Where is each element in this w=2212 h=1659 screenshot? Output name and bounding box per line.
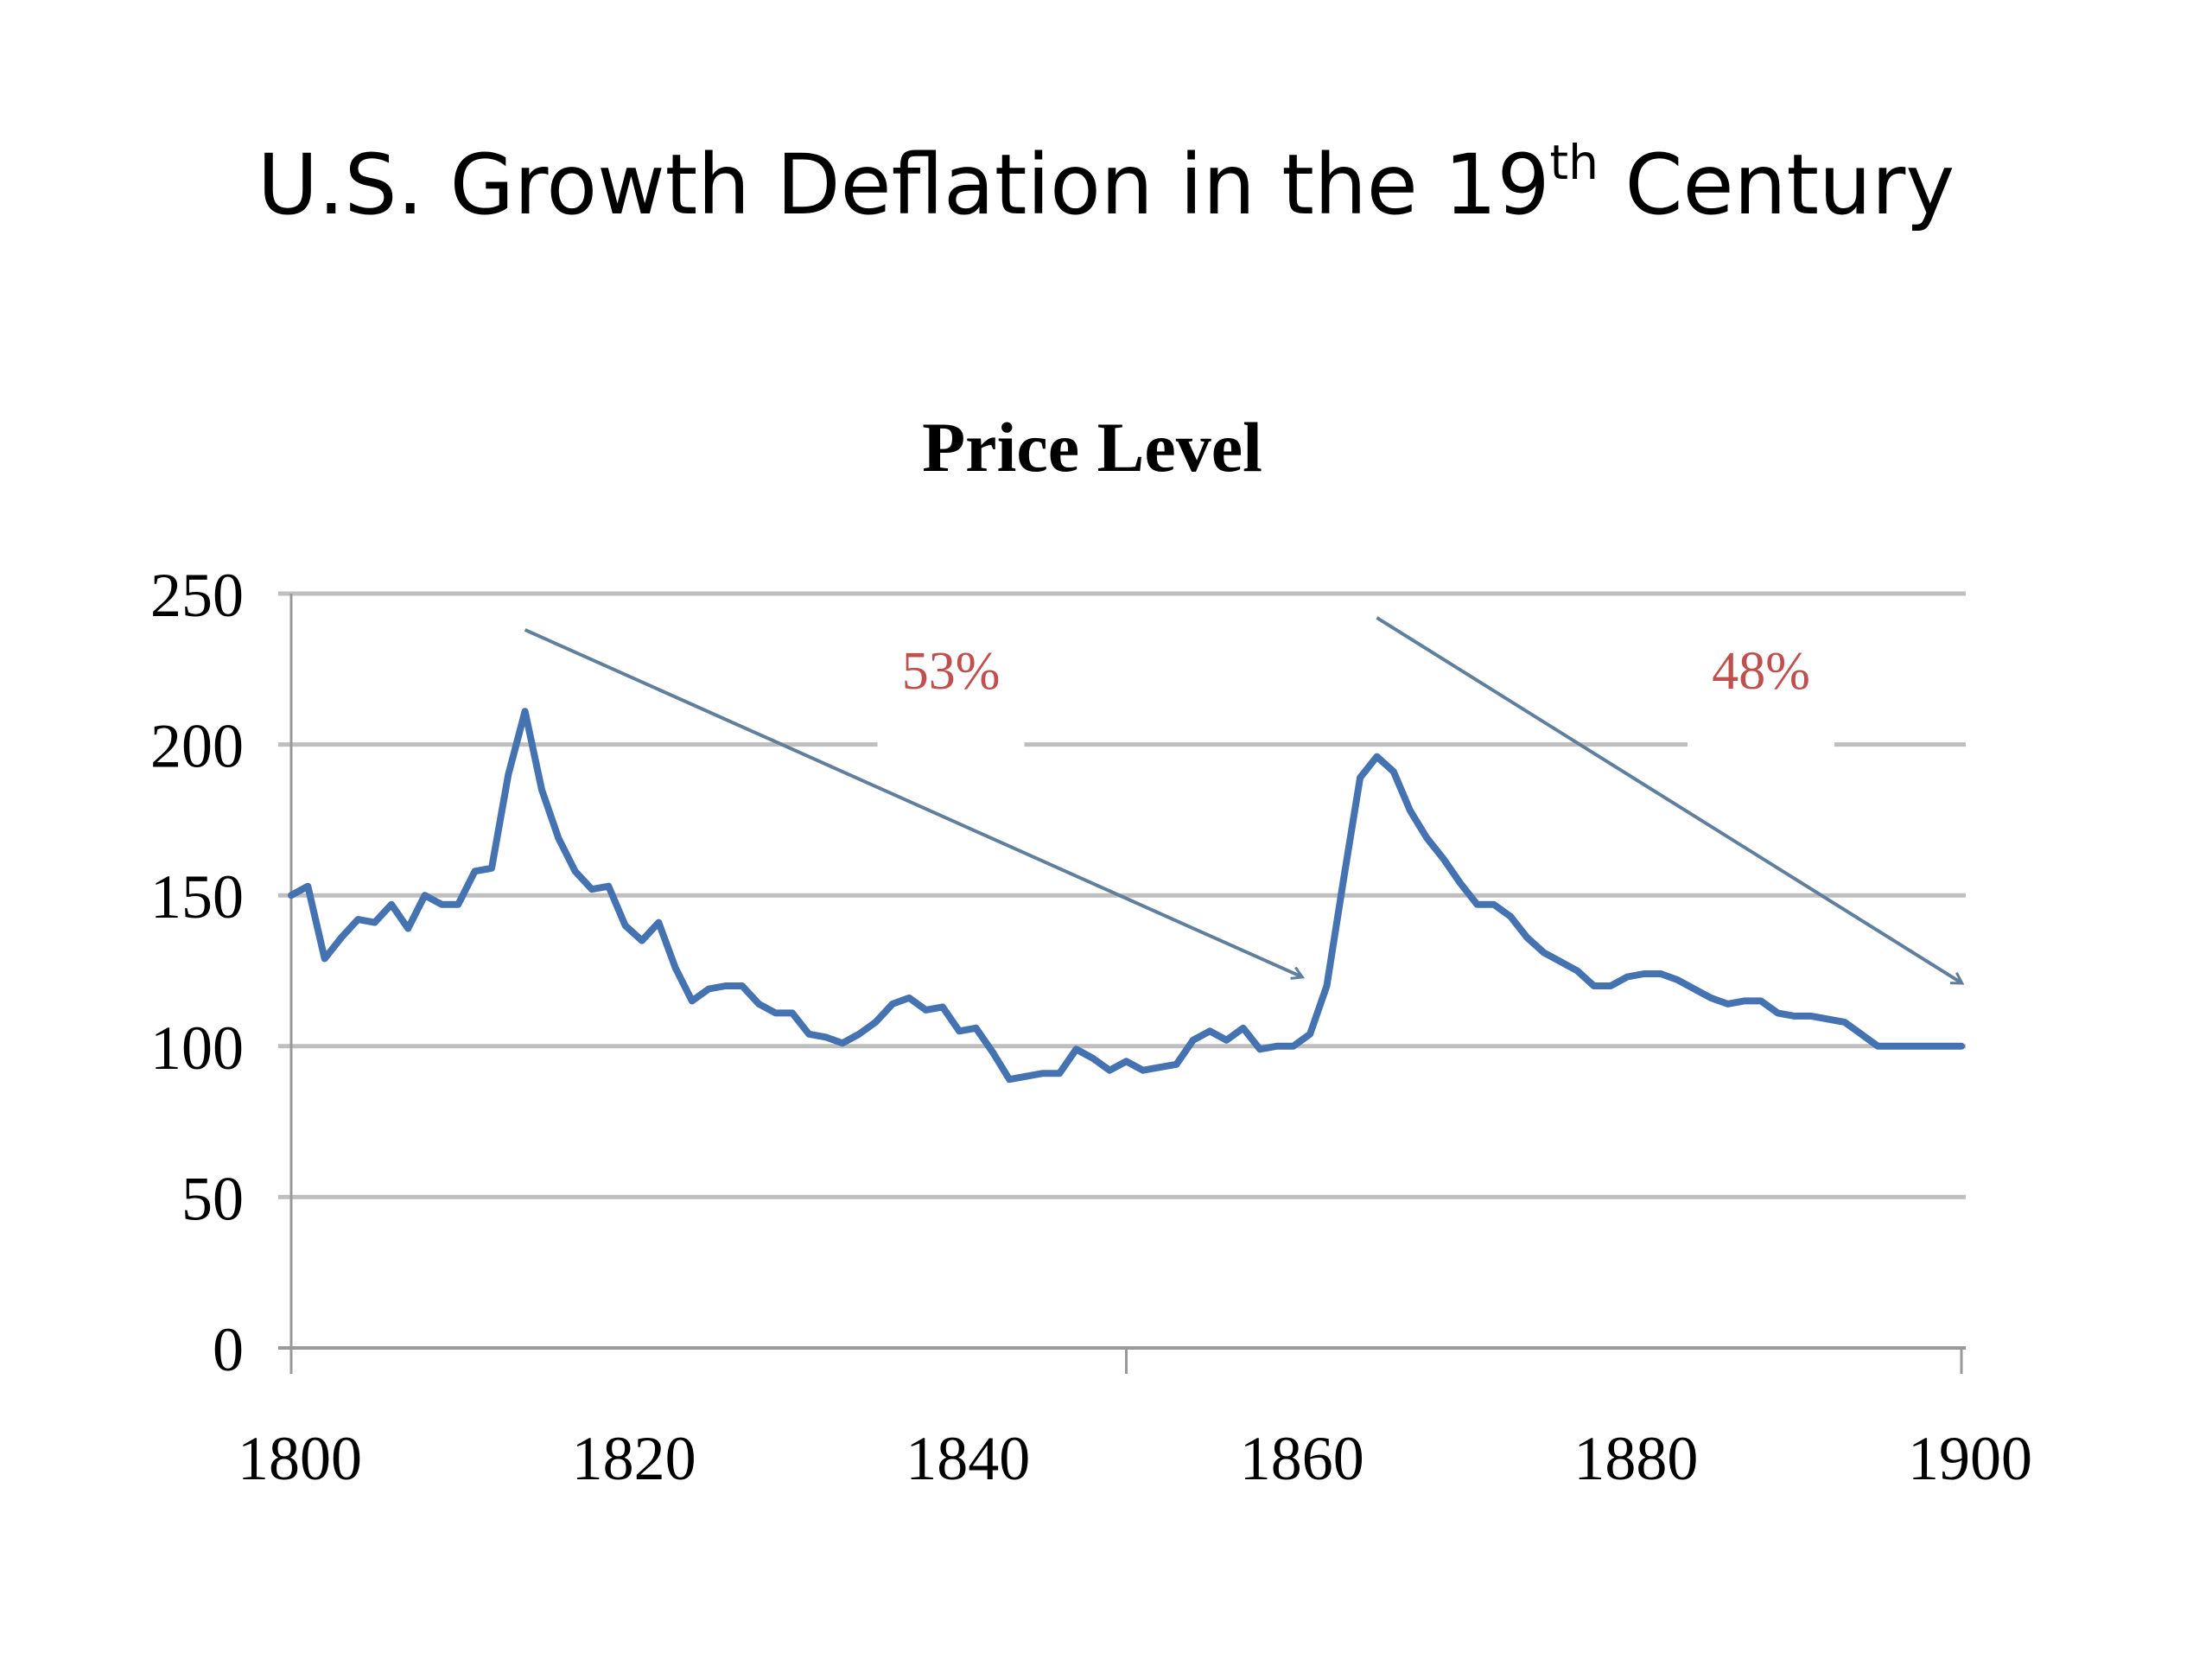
- price-level-series-line: [288, 708, 1965, 1084]
- y-tick-label-150: 150: [150, 862, 244, 931]
- x-tick-label-1800: 1800: [238, 1424, 362, 1493]
- decline-arrow-2: [1376, 616, 1961, 983]
- x-tick-label-1820: 1820: [572, 1424, 696, 1493]
- slide-title: U.S. Growth Deflation in the 19th Centur…: [0, 137, 2212, 233]
- y-tick-label-200: 200: [150, 712, 244, 781]
- chart-title: Price Level: [922, 408, 1262, 486]
- x-tick-label-1900: 1900: [1908, 1424, 2032, 1493]
- annotation-label-bg-2: [1688, 714, 1835, 775]
- annotation-layer: 53% 48%: [524, 616, 1961, 983]
- annotation-label-bg-1: [877, 714, 1025, 775]
- decline-label-2: 48%: [1712, 642, 1810, 701]
- y-tick-label-100: 100: [150, 1014, 244, 1083]
- decline-label-1: 53%: [902, 642, 1001, 701]
- slide-title-superscript: th: [1549, 135, 1599, 190]
- y-tick-label-0: 0: [213, 1315, 244, 1384]
- slide-title-end: Century: [1598, 137, 1955, 233]
- x-tick-label-1880: 1880: [1573, 1424, 1698, 1493]
- y-tick-label-50: 50: [181, 1164, 244, 1233]
- x-tick-label-1860: 1860: [1240, 1424, 1364, 1493]
- axis-layer: 0 50 100 150 200 250 1800 1820 1840 1860 1880 1900: [150, 561, 2032, 1493]
- slide-title-main: U.S. Growth Deflation in the 19: [257, 137, 1550, 233]
- series-layer: [288, 708, 1965, 1084]
- decline-arrow-1: [524, 628, 1302, 977]
- x-tick-label-1840: 1840: [906, 1424, 1030, 1493]
- grid-layer: [278, 591, 1966, 1199]
- y-tick-label-250: 250: [150, 561, 244, 630]
